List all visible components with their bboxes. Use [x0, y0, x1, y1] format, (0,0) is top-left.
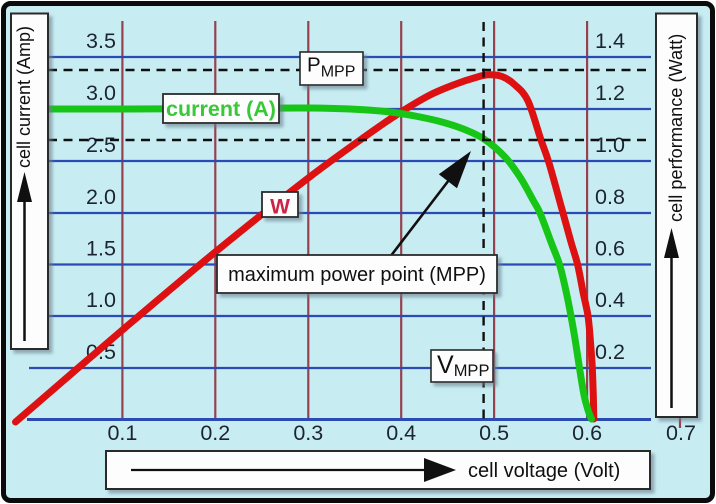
svg-text:W: W: [270, 196, 290, 219]
svg-text:1.4: 1.4: [595, 29, 625, 53]
svg-text:0.7: 0.7: [666, 421, 696, 445]
svg-text:1.0: 1.0: [86, 288, 116, 312]
svg-text:cell current (Amp): cell current (Amp): [14, 26, 34, 168]
svg-text:0.4: 0.4: [595, 288, 625, 312]
svg-text:current (A): current (A): [166, 97, 276, 121]
svg-text:0.5: 0.5: [479, 421, 509, 445]
svg-text:1.2: 1.2: [595, 81, 625, 105]
svg-text:3.5: 3.5: [86, 29, 116, 53]
svg-text:0.6: 0.6: [595, 237, 625, 261]
svg-text:cell performance (Watt): cell performance (Watt): [666, 34, 686, 222]
svg-text:3.0: 3.0: [86, 81, 116, 105]
svg-text:1.5: 1.5: [86, 237, 116, 261]
svg-text:0.8: 0.8: [595, 185, 625, 209]
svg-text:0.6: 0.6: [572, 421, 602, 445]
svg-text:0.2: 0.2: [200, 421, 230, 445]
svg-text:0.4: 0.4: [386, 421, 416, 445]
svg-text:2.0: 2.0: [86, 185, 116, 209]
svg-text:2.5: 2.5: [86, 133, 116, 157]
svg-text:cell voltage (Volt): cell voltage (Volt): [468, 460, 620, 482]
svg-text:0.3: 0.3: [293, 421, 323, 445]
svg-text:1.0: 1.0: [595, 133, 625, 157]
svg-text:0.1: 0.1: [107, 421, 137, 445]
svg-text:maximum power point (MPP): maximum power point (MPP): [228, 264, 486, 286]
svg-text:0.2: 0.2: [595, 340, 625, 364]
